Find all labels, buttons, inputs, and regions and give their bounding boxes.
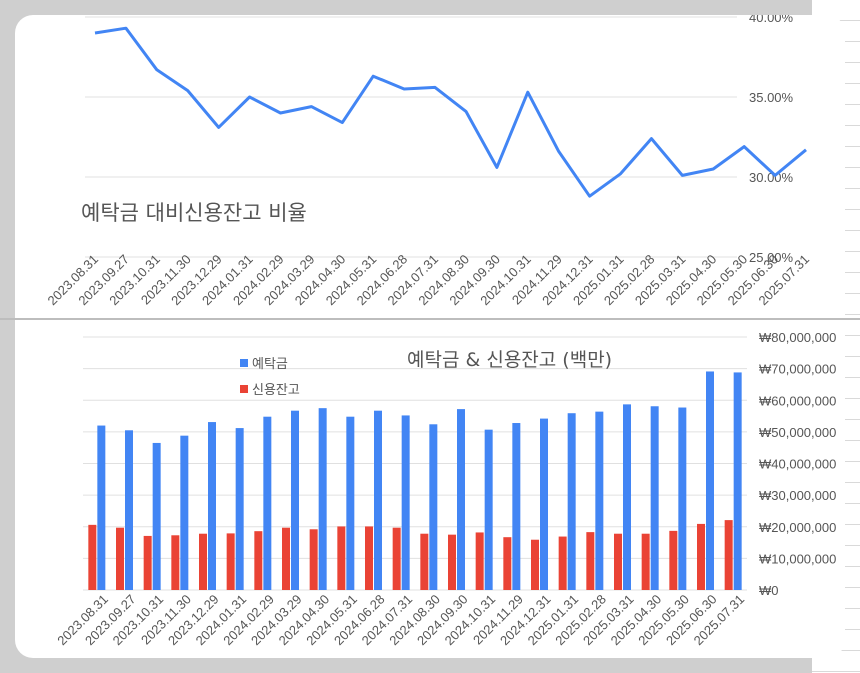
deposit-bar (125, 430, 133, 590)
deposit-bar (429, 424, 438, 590)
credit-bar (226, 533, 235, 590)
credit-bar (254, 531, 263, 590)
deposit-bar (540, 418, 548, 590)
credit-bar (669, 530, 678, 590)
credit-bar (309, 529, 318, 590)
y-tick-label: ₩30,000,000 (759, 488, 836, 503)
credit-bar (641, 533, 650, 590)
balance-chart-card[interactable]: ₩80,000,000 ₩70,000,000 ₩60,000,000 ₩50,000… (15, 320, 845, 658)
deposit-bar (97, 425, 106, 590)
deposit-bar (512, 423, 521, 590)
y-tick-label: ₩20,000,000 (759, 520, 836, 535)
credit-bar (392, 527, 401, 590)
chart-title: 예탁금 대비신용잔고 비율 (81, 201, 307, 225)
ratio-series-line (94, 26, 807, 198)
deposit-bar (291, 410, 299, 590)
credit-bar (365, 526, 373, 590)
deposit-bar (678, 407, 687, 590)
y-tick-label: ₩70,000,000 (759, 362, 836, 377)
credit-bar (503, 537, 512, 590)
credit-bar (143, 535, 152, 590)
legend-swatch-credit (240, 385, 248, 393)
y-tick-label: ₩10,000,000 (759, 551, 836, 566)
balance-bar-chart: ₩80,000,000 ₩70,000,000 ₩60,000,000 ₩50,000… (54, 330, 836, 648)
legend-label-credit: 신용잔고 (252, 383, 300, 398)
deposit-bar (401, 415, 410, 590)
deposit-bar (623, 404, 631, 590)
legend-swatch-deposit (240, 359, 248, 367)
ratio-chart-card[interactable]: 40.00% 35.00% 30.00% 25.00% 2023.08.31 2023.… (15, 15, 845, 318)
credit-bar (88, 524, 97, 590)
credit-bar (586, 532, 595, 590)
y-tick-label: ₩50,000,000 (759, 425, 836, 440)
deposit-bar (706, 371, 714, 590)
deposit-bar (484, 429, 493, 590)
y-tick-label: ₩60,000,000 (759, 393, 836, 408)
deposit-bar (180, 435, 189, 590)
deposit-bar (152, 442, 161, 590)
ratio-line-chart: 40.00%35.00%30.00%25.00% 2023.08.312023.… (44, 15, 812, 308)
deposit-bar (208, 422, 216, 590)
credit-bar (724, 520, 733, 590)
deposit-bar (346, 416, 355, 590)
deposit-bar (733, 372, 742, 590)
credit-bar (475, 532, 484, 590)
y-tick-label: 25.00% (749, 250, 794, 265)
deposit-bar (263, 416, 272, 590)
deposit-bar (374, 410, 382, 590)
y-tick-label: 30.00% (749, 170, 794, 185)
deposit-bar (650, 406, 659, 590)
credit-bar (614, 533, 622, 590)
deposit-bar (235, 428, 244, 590)
legend-label-deposit: 예탁금 (252, 357, 288, 372)
credit-bar (420, 533, 429, 590)
credit-bar (558, 536, 567, 590)
credit-bar (116, 527, 124, 590)
credit-bar (697, 523, 705, 590)
y-tick-label: ₩0 (759, 583, 779, 598)
credit-bar (448, 534, 456, 590)
credit-bar (171, 535, 180, 590)
deposit-bar (567, 413, 576, 590)
credit-bar (199, 533, 207, 590)
chart-title: 예탁금 & 신용잔고 (백만) (407, 349, 612, 371)
credit-bar (531, 539, 539, 590)
y-tick-label: 40.00% (749, 15, 794, 25)
y-tick-label: 35.00% (749, 90, 794, 105)
deposit-bar (318, 408, 327, 590)
y-tick-label: ₩80,000,000 (759, 330, 836, 345)
chart-divider (0, 318, 860, 320)
y-tick-label: ₩40,000,000 (759, 457, 836, 472)
credit-bar (282, 527, 290, 590)
deposit-bar (595, 411, 604, 590)
credit-bar (337, 526, 346, 590)
deposit-bar (457, 409, 465, 590)
